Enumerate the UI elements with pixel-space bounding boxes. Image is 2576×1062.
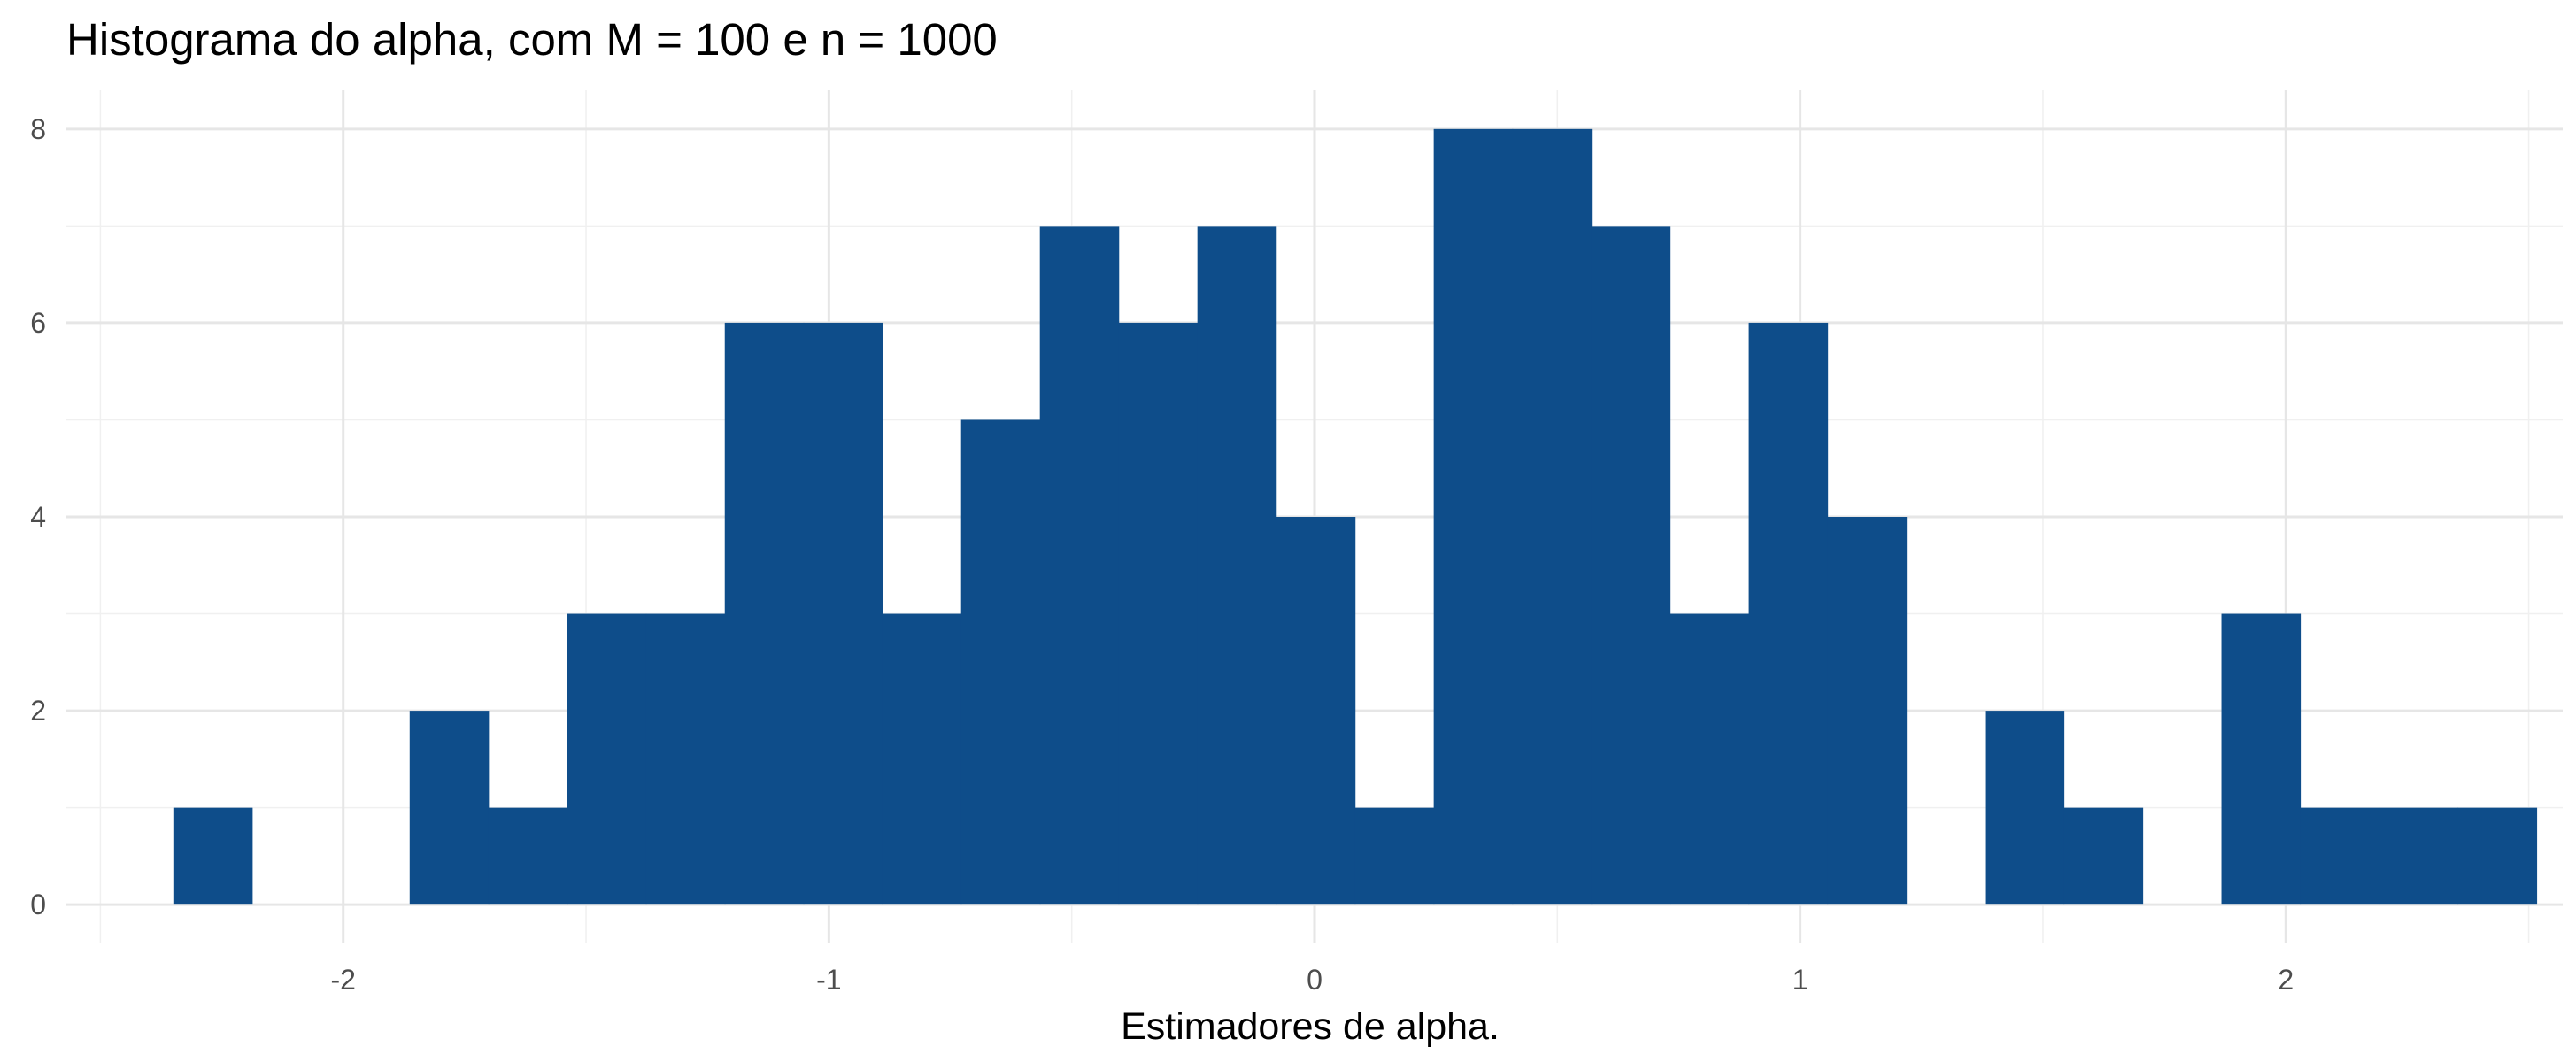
- histogram-bar: [173, 807, 253, 905]
- y-tick-label: 2: [30, 695, 46, 727]
- y-tick-label: 8: [30, 113, 46, 145]
- histogram-bar: [1276, 517, 1356, 905]
- histogram-bar: [2063, 807, 2144, 905]
- histogram-bar: [882, 613, 962, 905]
- chart-title: Histograma do alpha, com M = 100 e n = 1…: [66, 14, 998, 65]
- histogram-bar: [1985, 711, 2065, 905]
- histogram-bar: [724, 322, 805, 905]
- histogram-bar: [1670, 613, 1750, 905]
- x-axis-label: Estimadores de alpha.: [1121, 1005, 1500, 1048]
- histogram-bar: [1118, 322, 1199, 905]
- y-tick-label: 4: [30, 501, 46, 533]
- x-tick-label: -1: [816, 964, 841, 996]
- histogram-bar: [2379, 807, 2459, 905]
- x-tick-label: 0: [1307, 964, 1323, 996]
- histogram-bar: [960, 419, 1041, 905]
- y-tick-label: 6: [30, 307, 46, 339]
- histogram-bar: [1748, 322, 1829, 905]
- histogram-bar: [645, 613, 726, 905]
- histogram-bars: [173, 128, 2538, 905]
- histogram-bar: [1197, 226, 1277, 905]
- histogram-bar: [409, 711, 490, 905]
- histogram-bar: [2300, 807, 2380, 905]
- tick-labels: -2 -1 0 1 2 0 2 4 6 8: [30, 113, 2294, 996]
- histogram-bar: [1039, 226, 1120, 905]
- x-tick-label: 2: [2278, 964, 2294, 996]
- histogram-bar: [2221, 613, 2302, 905]
- histogram-bar: [1433, 128, 1514, 905]
- histogram-bar: [1354, 807, 1435, 905]
- histogram-bar: [803, 322, 883, 905]
- x-tick-label: -2: [330, 964, 355, 996]
- histogram-bar: [567, 613, 647, 905]
- y-tick-label: 0: [30, 889, 46, 920]
- histogram-bar: [1512, 128, 1593, 905]
- histogram-bar: [1827, 517, 1908, 905]
- histogram-bar: [2457, 807, 2538, 905]
- histogram-bar: [1591, 226, 1671, 905]
- x-tick-label: 1: [1793, 964, 1809, 996]
- histogram-bar: [488, 807, 568, 905]
